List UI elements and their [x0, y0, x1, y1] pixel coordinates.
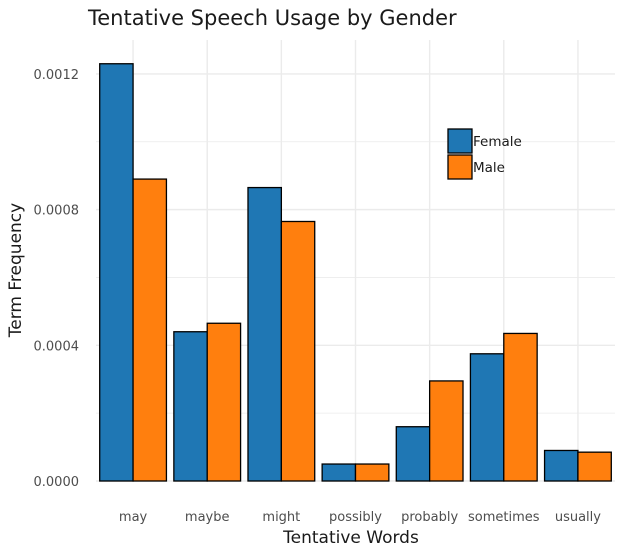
bar-male-usually: [577, 451, 612, 482]
bar-male-might: [280, 220, 316, 482]
y-axis-title: Term Frequency: [6, 203, 26, 338]
x-axis-title: Tentative Words: [282, 528, 419, 548]
bar-male-may: [132, 178, 168, 482]
bar-female-maybe: [173, 331, 208, 482]
chart-title: Tentative Speech Usage by Gender: [87, 6, 457, 30]
bar-female-sometimes: [469, 353, 505, 482]
x-tick-label: sometimes: [468, 510, 540, 525]
x-tick-label: possibly: [329, 510, 382, 525]
bar-female-might: [247, 186, 283, 482]
bars: [99, 63, 612, 482]
x-tick-label: usually: [555, 510, 601, 525]
legend-swatch-female: [447, 128, 473, 154]
bar-male-maybe: [206, 322, 242, 482]
bar-male-possibly: [354, 463, 390, 482]
bar-female-possibly: [321, 463, 357, 482]
y-tick-label: 0.0012: [34, 68, 80, 83]
x-tick-label: may: [119, 510, 148, 525]
bar-female-may: [99, 63, 134, 482]
x-tick-label: probably: [401, 510, 458, 525]
bar-male-probably: [428, 380, 464, 482]
x-axis-ticks: may maybe might possibly probably sometimes us…: [119, 510, 601, 525]
y-tick-label: 0.0004: [34, 339, 80, 354]
y-tick-label: 0.0008: [34, 204, 80, 219]
legend-label-male: Male: [473, 160, 505, 176]
bar-female-probably: [395, 426, 431, 482]
bar-male-sometimes: [503, 332, 538, 482]
y-axis-ticks: 0.0000 0.0004 0.0008 0.0012: [34, 68, 80, 490]
legend-label-female: Female: [473, 134, 522, 150]
x-tick-label: might: [262, 510, 300, 525]
x-tick-label: maybe: [185, 510, 230, 525]
y-tick-label: 0.0000: [34, 475, 80, 490]
legend-swatch-male: [447, 154, 473, 180]
bar-female-usually: [543, 449, 579, 482]
legend: Female Male: [447, 128, 522, 180]
